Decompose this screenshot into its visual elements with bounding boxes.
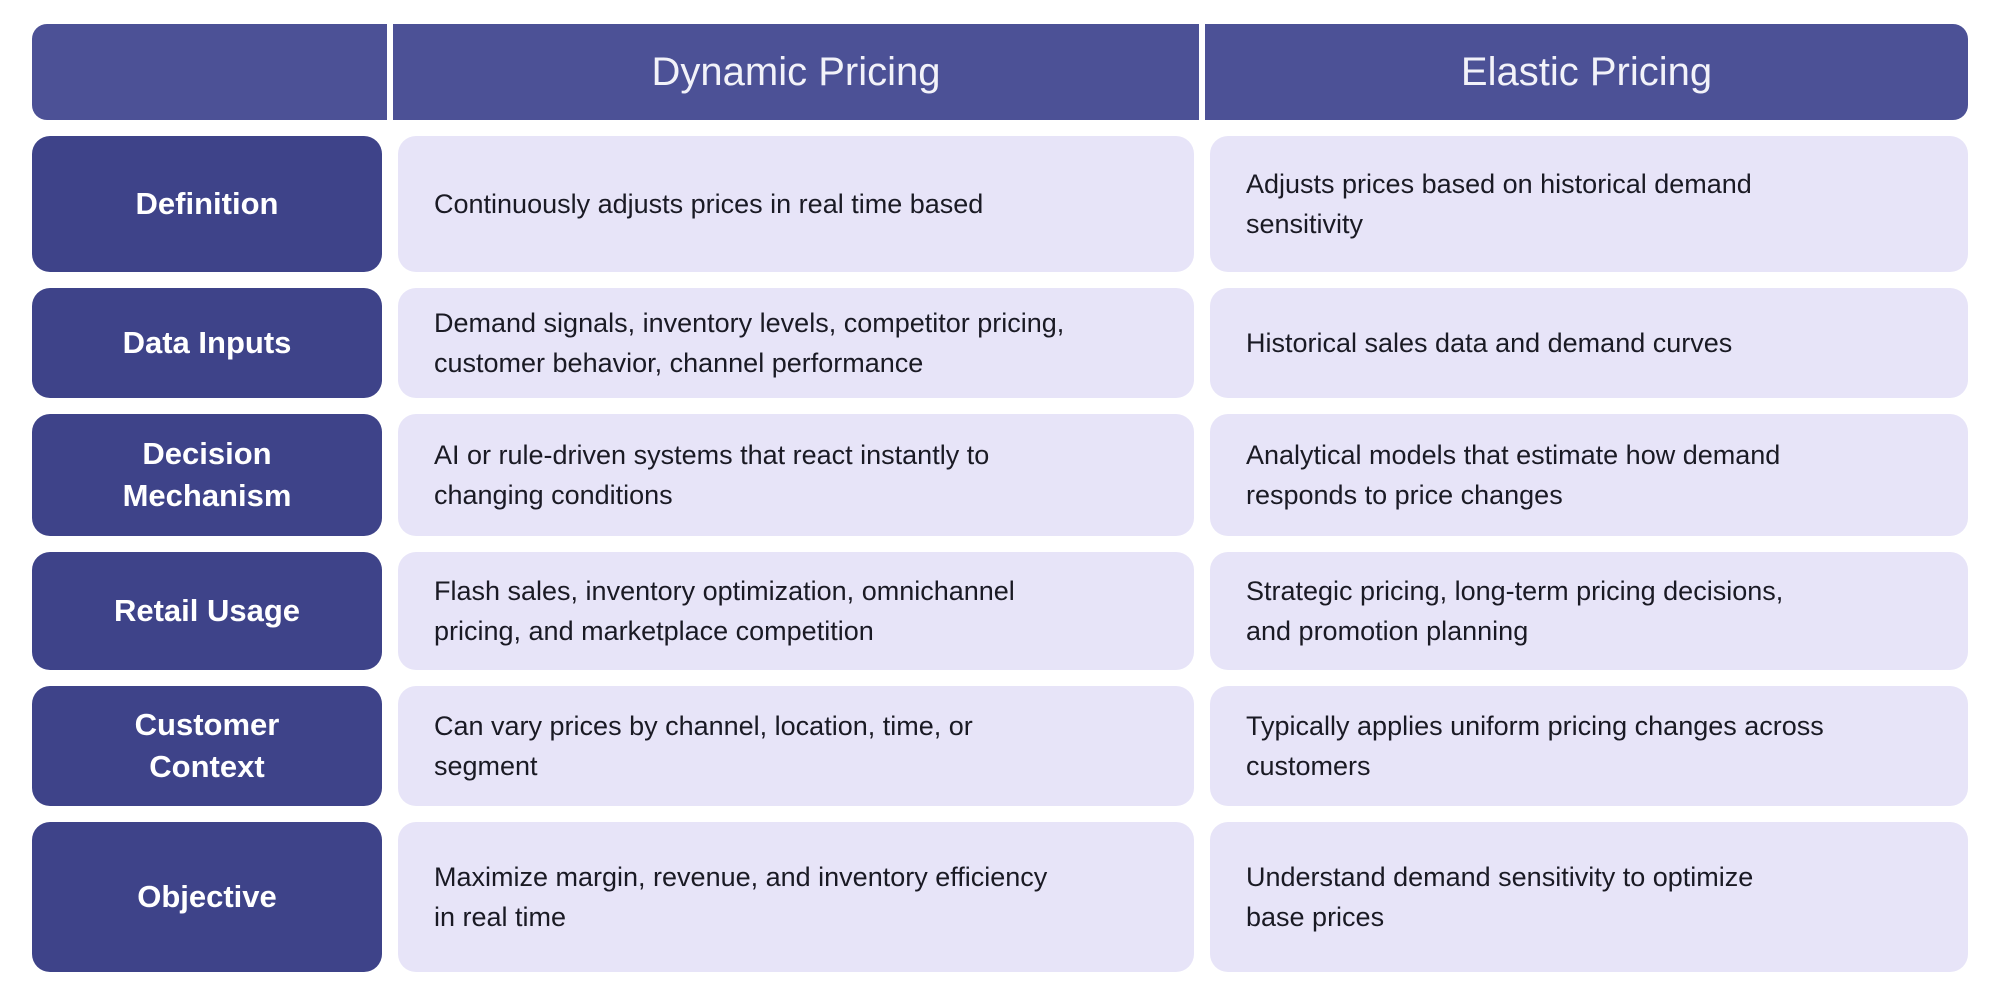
- pricing-comparison-table: Dynamic Pricing Elastic Pricing Definiti…: [32, 24, 1968, 972]
- column-header-elastic-pricing: Elastic Pricing: [1205, 24, 1968, 120]
- cell-objective-elastic: Understand demand sensitivity to optimiz…: [1210, 822, 1968, 972]
- cell-definition-elastic: Adjusts prices based on historical deman…: [1210, 136, 1968, 272]
- row-label-customer-context: Customer Context: [32, 686, 382, 806]
- row-label-retail-usage: Retail Usage: [32, 552, 382, 670]
- row-label-decision-mechanism: Decision Mechanism: [32, 414, 382, 536]
- cell-retail-usage-dynamic: Flash sales, inventory optimization, omn…: [398, 552, 1194, 670]
- cell-decision-mechanism-dynamic: AI or rule-driven systems that react ins…: [398, 414, 1194, 536]
- cell-objective-dynamic: Maximize margin, revenue, and inventory …: [398, 822, 1194, 972]
- cell-retail-usage-elastic: Strategic pricing, long-term pricing dec…: [1210, 552, 1968, 670]
- cell-decision-mechanism-elastic: Analytical models that estimate how dema…: [1210, 414, 1968, 536]
- cell-data-inputs-elastic: Historical sales data and demand curves: [1210, 288, 1968, 398]
- row-label-objective: Objective: [32, 822, 382, 972]
- cell-customer-context-elastic: Typically applies uniform pricing change…: [1210, 686, 1968, 806]
- cell-definition-dynamic: Continuously adjusts prices in real time…: [398, 136, 1194, 272]
- header-empty-cell: [32, 24, 387, 120]
- cell-customer-context-dynamic: Can vary prices by channel, location, ti…: [398, 686, 1194, 806]
- column-header-dynamic-pricing: Dynamic Pricing: [393, 24, 1199, 120]
- row-label-data-inputs: Data Inputs: [32, 288, 382, 398]
- cell-data-inputs-dynamic: Demand signals, inventory levels, compet…: [398, 288, 1194, 398]
- row-label-definition: Definition: [32, 136, 382, 272]
